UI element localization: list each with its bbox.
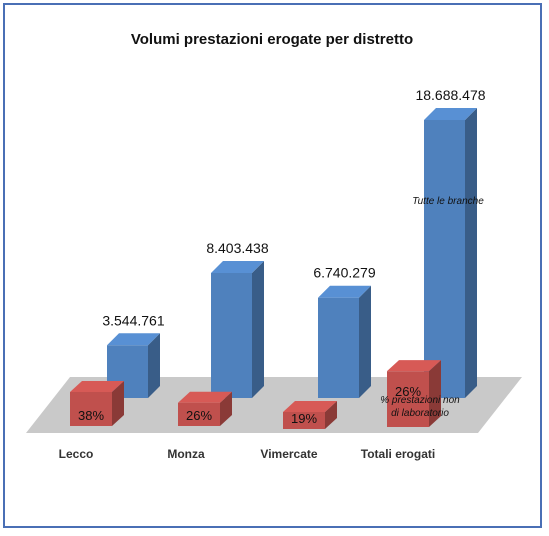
red-bar-totali-erogati xyxy=(387,360,441,427)
red-value-label: 38% xyxy=(78,408,104,423)
red-bar-lecco xyxy=(70,381,124,426)
category-label: Monza xyxy=(167,447,205,461)
blue-bar-totali-erogati xyxy=(424,108,477,398)
category-label: Totali erogati xyxy=(361,447,435,461)
red-bar-monza xyxy=(178,391,232,426)
label-layer: 3.544.761 8.403.438 6.740.279 18.688.478 38%… xyxy=(59,87,486,461)
red-series-note-line2: di laboratorio xyxy=(391,408,449,419)
blue-value-label: 3.544.761 xyxy=(102,312,164,328)
blue-bar-monza xyxy=(211,260,264,398)
red-series xyxy=(70,360,441,429)
red-series-note-line1: % prestazioni non xyxy=(380,395,460,406)
red-bar-vimercate xyxy=(283,401,337,429)
blue-value-label: 18.688.478 xyxy=(415,87,485,103)
category-label: Vimercate xyxy=(260,447,317,461)
blue-value-label: 8.403.438 xyxy=(206,240,268,256)
category-label: Lecco xyxy=(59,447,94,461)
blue-bar-vimercate xyxy=(318,285,371,398)
chart-title: Volumi prestazioni erogate per distretto xyxy=(131,31,413,48)
red-value-label: 26% xyxy=(395,384,421,399)
blue-series xyxy=(107,108,477,398)
red-value-label: 19% xyxy=(291,411,317,426)
blue-series-note: Tutte le branche xyxy=(412,196,484,207)
blue-value-label: 6.740.279 xyxy=(313,265,375,281)
red-value-label: 26% xyxy=(186,408,212,423)
